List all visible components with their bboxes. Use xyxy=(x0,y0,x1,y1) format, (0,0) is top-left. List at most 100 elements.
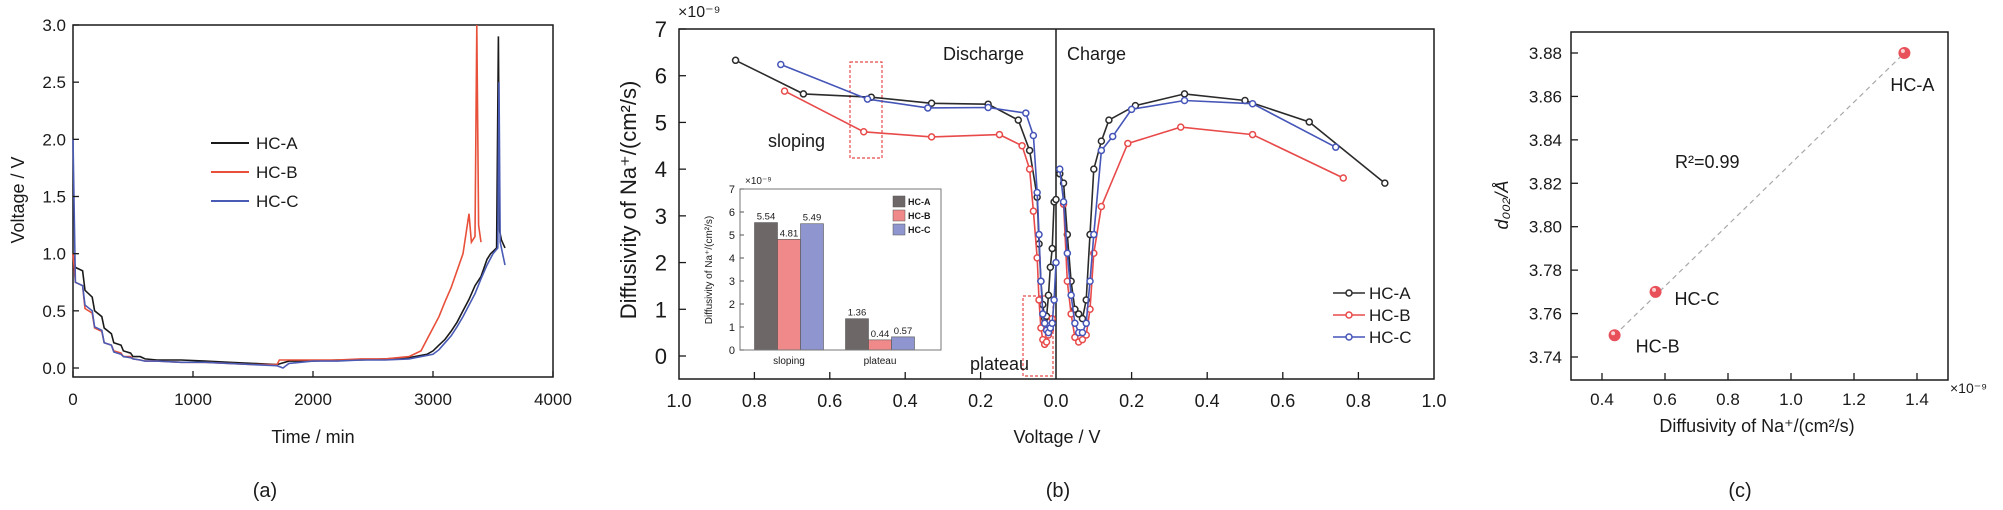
c-xtick-label: 0.8 xyxy=(1716,390,1740,409)
c-xtick-label: 1.4 xyxy=(1905,390,1929,409)
inset-ytick-label: 6 xyxy=(729,207,735,219)
panel-b-xlabel: Voltage / V xyxy=(1013,427,1100,447)
c-point-highlight xyxy=(1611,331,1616,336)
b-point-hc-c xyxy=(777,60,785,69)
panel-a-ylabel: Voltage / V xyxy=(8,156,28,243)
panel-a-xlabel: Time / min xyxy=(271,427,354,447)
b-point-hc-b xyxy=(1025,165,1034,173)
b-point-hc-a xyxy=(1025,146,1034,155)
b-point-hc-c xyxy=(1067,291,1075,300)
b-point-hc-a xyxy=(1048,244,1056,253)
inset-ylabel: Diffusivity of Na⁺/(cm²/s) xyxy=(704,216,715,324)
panel-a-frame xyxy=(72,24,554,378)
panel-b-legend: HC-A HC-B HC-C xyxy=(1333,284,1412,347)
b-point-hc-c xyxy=(1063,249,1072,257)
inset-frame xyxy=(739,188,942,351)
c-point-highlight xyxy=(1652,287,1657,292)
b-xtick-label: 0.4 xyxy=(1195,391,1220,411)
a-legend-label: HC-C xyxy=(256,192,299,211)
b-point-hc-c xyxy=(1039,310,1047,318)
b-point-hc-c xyxy=(1029,131,1038,140)
b-point-hc-c xyxy=(984,103,992,112)
b-point-hc-c xyxy=(1040,319,1049,328)
b-point-hc-b xyxy=(1042,338,1051,346)
inset-legend-swatch xyxy=(892,209,906,222)
b-xtick-label: 0.8 xyxy=(1346,391,1371,411)
b-point-hc-c xyxy=(863,95,872,103)
panel-c-frame xyxy=(1570,31,1949,381)
panel-c-label: (c) xyxy=(1728,480,1751,502)
inset-bar-hc-c-plateau xyxy=(891,336,915,351)
a-xtick-label: 2000 xyxy=(294,390,332,409)
b-ytick-label: 7 xyxy=(655,17,667,42)
c-ytick-label: 3.86 xyxy=(1529,87,1562,106)
b-ytick-label: 5 xyxy=(655,110,667,135)
b-point-hc-b xyxy=(927,133,936,141)
panel-c-d002-vs-diffusivity: 3.74 3.76 3.78 3.80 3.82 3.84 3.86 3.88 0.4 0.6 0… xyxy=(1492,31,1987,502)
a-ytick-label: 0.5 xyxy=(42,302,66,321)
inset-bar-value-label: 1.36 xyxy=(848,308,867,319)
b-legend-marker xyxy=(1345,311,1353,319)
c-point-label: HC-A xyxy=(1890,75,1934,95)
b-point-hc-b xyxy=(780,87,789,95)
a-xtick-label: 3000 xyxy=(414,390,452,409)
a-ytick-label: 2.5 xyxy=(42,73,66,92)
panel-b-inset-bar-chart: 5.54 4.81 5.49 1.36 0.44 0.57 0 1 2 3 4 5 6 7 slopin… xyxy=(704,176,942,367)
plateau-highlight-box xyxy=(1022,295,1054,377)
inset-legend-label: HC-B xyxy=(908,211,931,221)
b-point-hc-a xyxy=(1052,195,1060,204)
b-ytick-label: 2 xyxy=(655,251,667,276)
b-series-hc-c-charge xyxy=(1059,99,1337,334)
inset-y-multiplier: ×10⁻⁹ xyxy=(745,176,772,187)
c-ytick-label: 3.82 xyxy=(1529,174,1562,193)
b-point-hc-c xyxy=(1248,99,1257,108)
b-point-hc-b xyxy=(1029,207,1038,215)
b-xtick-label: 1.0 xyxy=(1421,391,1446,411)
inset-bar-hc-b-sloping xyxy=(777,239,801,351)
b-series-hc-a-charge xyxy=(1059,93,1386,321)
b-point-hc-c xyxy=(1180,96,1189,105)
b-point-hc-c xyxy=(1071,319,1079,328)
a-xtick-label: 1000 xyxy=(174,390,212,409)
b-point-hc-b xyxy=(1176,123,1185,131)
inset-legend-swatch xyxy=(892,223,906,236)
b-xtick-label: 1.0 xyxy=(666,391,691,411)
b-point-hc-b xyxy=(1018,142,1026,150)
b-point-hc-a xyxy=(1074,310,1083,318)
a-ytick-label: 3.0 xyxy=(42,16,66,35)
inset-legend: HC-A HC-B HC-C xyxy=(892,195,931,236)
b-point-hc-a xyxy=(799,90,808,98)
b-point-hc-c xyxy=(1056,165,1064,173)
b-point-hc-b xyxy=(1339,174,1348,182)
plateau-annotation: plateau xyxy=(970,354,1029,374)
b-ytick-label: 3 xyxy=(655,204,667,229)
inset-ytick-label: 0 xyxy=(729,345,735,357)
b-point-hc-c xyxy=(1086,277,1094,286)
a-xtick-label: 4000 xyxy=(534,390,572,409)
b-legend-marker xyxy=(1345,333,1353,341)
b-legend-marker xyxy=(1345,289,1353,297)
a-series-hc-a xyxy=(72,36,506,366)
inset-ytick-label: 1 xyxy=(729,322,735,334)
c-point-hc-a xyxy=(1898,47,1911,59)
b-ytick-label: 1 xyxy=(655,297,667,322)
b-point-hc-c xyxy=(924,104,932,112)
b-legend-label: HC-A xyxy=(1369,284,1411,303)
a-legend-label: HC-B xyxy=(256,163,298,182)
c-point-highlight xyxy=(1900,49,1905,53)
a-ytick-label: 1.0 xyxy=(42,245,66,264)
panel-a-legend: HC-A HC-B HC-C xyxy=(211,134,299,211)
c-point-hc-c xyxy=(1649,285,1662,298)
a-legend-label: HC-A xyxy=(256,134,298,153)
b-ytick-label: 0 xyxy=(655,344,667,369)
a-ytick-label: 1.5 xyxy=(42,188,66,207)
b-point-hc-c xyxy=(1108,132,1117,141)
b-xtick-label: 0.6 xyxy=(1270,391,1295,411)
c-xtick-label: 1.2 xyxy=(1842,390,1866,409)
inset-bar-hc-c-sloping xyxy=(800,223,824,351)
c-ytick-label: 3.76 xyxy=(1529,305,1562,324)
b-point-hc-a xyxy=(1046,263,1055,271)
inset-ytick-label: 3 xyxy=(729,276,735,288)
a-series-hc-c xyxy=(72,82,506,369)
